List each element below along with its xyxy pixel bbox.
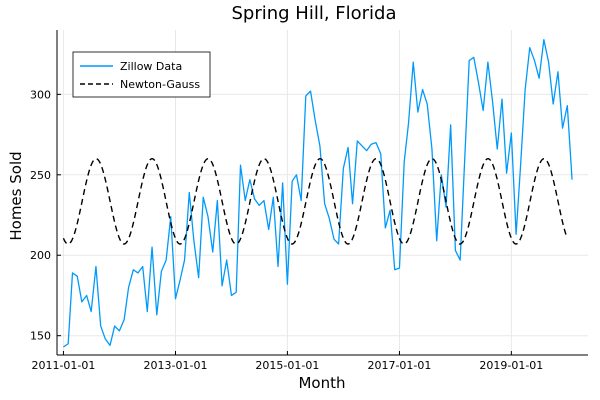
legend-box <box>72 51 211 98</box>
y-tick-label: 200 <box>30 249 51 262</box>
legend-label-zillow: Zillow Data <box>120 60 182 73</box>
y-tick-label: 150 <box>30 330 51 343</box>
x-tick-label: 2019-01-01 <box>479 359 543 372</box>
legend: Zillow Data Newton-Gauss <box>72 51 211 98</box>
y-tick-label: 300 <box>30 88 51 101</box>
series-newton-gauss-line <box>62 158 568 245</box>
x-tick-label: 2017-01-01 <box>367 359 431 372</box>
tick-labels: 2011-01-01 2013-01-01 2015-01-01 2017-01-01… <box>30 88 543 372</box>
x-tick-label: 2013-01-01 <box>144 359 208 372</box>
series-zillow-data-line <box>63 39 573 348</box>
x-tick-label: 2015-01-01 <box>255 359 319 372</box>
y-axis-label: Homes Sold <box>7 151 25 240</box>
axes <box>56 30 588 356</box>
y-tick-label: 250 <box>30 169 51 182</box>
x-tick-label: 2011-01-01 <box>31 359 95 372</box>
legend-label-newton-gauss: Newton-Gauss <box>120 78 200 91</box>
chart-title: Spring Hill, Florida <box>231 3 396 24</box>
series-lines <box>62 39 573 348</box>
x-axis-label: Month <box>298 374 345 392</box>
